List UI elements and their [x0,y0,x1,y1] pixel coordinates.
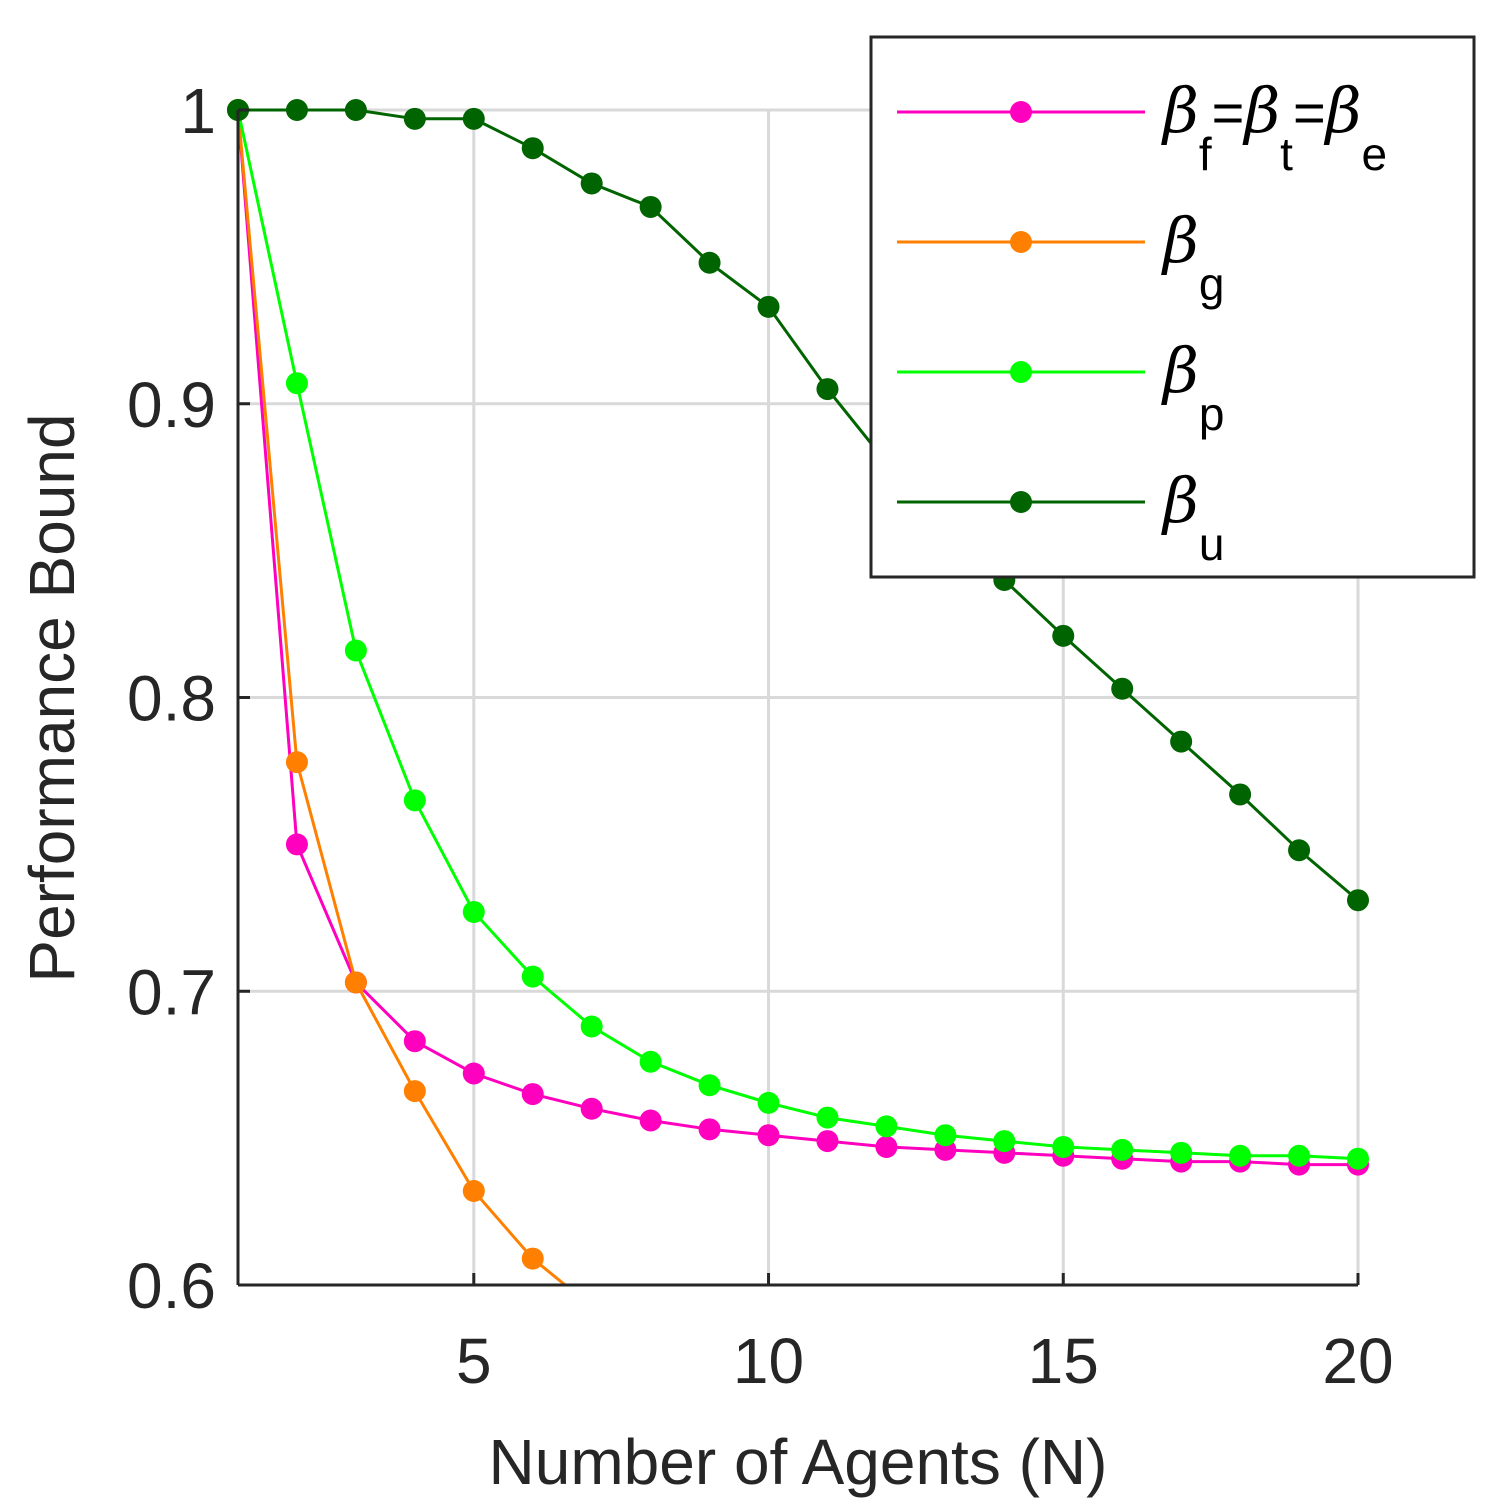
y-tick-label: 0.6 [127,1250,216,1322]
data-point [285,99,308,121]
legend-entry-1: βg [897,204,1224,310]
x-tick-label: 20 [1322,1325,1393,1397]
data-point [1170,1141,1193,1164]
series-1 [227,99,567,1285]
data-point [816,378,839,401]
data-point [462,1062,485,1085]
series-2 [227,99,1369,1170]
x-tick-label: 10 [733,1325,804,1397]
y-tick-label: 0.9 [127,369,216,441]
data-point [580,172,603,195]
data-point [462,900,485,923]
data-point [521,965,544,988]
data-point [698,1118,721,1141]
data-point [521,1247,544,1270]
data-point [1347,889,1369,912]
data-point [698,1074,721,1097]
data-point [285,751,308,774]
y-tick-label: 1 [180,75,216,147]
data-point [462,1180,485,1202]
data-point [403,789,426,812]
data-point [875,1115,898,1138]
data-point [403,1030,426,1053]
data-point [580,1015,603,1038]
data-point [344,639,367,662]
legend-marker [1010,101,1032,123]
data-point [639,195,662,218]
legend: βf=βt=βe βg βp βu [869,35,1476,579]
data-point [580,1097,603,1120]
y-tick-label: 0.8 [127,663,216,735]
data-point [403,1080,426,1103]
data-point [993,1130,1016,1153]
legend-label: βf=βt=βe [1161,74,1387,180]
data-point [1288,1144,1311,1167]
data-point [1111,677,1134,700]
data-point [521,1083,544,1106]
y-tick-label: 0.7 [127,956,216,1028]
legend-marker [1010,491,1032,513]
data-point [816,1106,839,1129]
tick-marks-and-labels: 5 10 15 20 0.6 0.7 0.8 0.9 1 [127,75,1394,1397]
data-point [521,137,544,160]
data-point [462,107,485,130]
data-point [1052,624,1075,647]
legend-entry-0: βf=βt=βe [897,74,1387,180]
data-point [1347,1147,1369,1170]
legend-marker [1010,231,1032,253]
data-point [1288,839,1311,862]
x-tick-label: 5 [456,1325,492,1397]
data-point [403,107,426,130]
data-point [344,99,367,121]
data-point [1229,1144,1252,1167]
data-point [698,251,721,274]
y-axis-title: Performance Bound [16,413,88,982]
data-point [875,1135,898,1158]
data-point [1111,1138,1134,1161]
legend-box [869,35,1476,579]
data-point [344,971,367,994]
data-point [639,1050,662,1073]
data-point [757,1091,780,1114]
data-point [934,1124,957,1147]
legend-marker [1010,361,1032,383]
legend-label: βg [1161,204,1224,310]
data-point [1229,783,1252,806]
data-point [1170,730,1193,753]
data-point [1052,1135,1075,1158]
legend-entry-2: βp [897,334,1224,440]
data-point [639,1109,662,1132]
x-tick-label: 15 [1028,1325,1099,1397]
data-point [285,372,308,395]
data-point [757,1124,780,1147]
legend-label: βu [1161,464,1224,570]
series-layer [227,99,1369,1285]
legend-label: βp [1161,334,1224,440]
data-point [816,1130,839,1153]
data-point [757,295,780,318]
data-point [285,833,308,856]
x-axis-title: Number of Agents (N) [489,1426,1108,1498]
legend-entry-3: βu [897,464,1224,570]
